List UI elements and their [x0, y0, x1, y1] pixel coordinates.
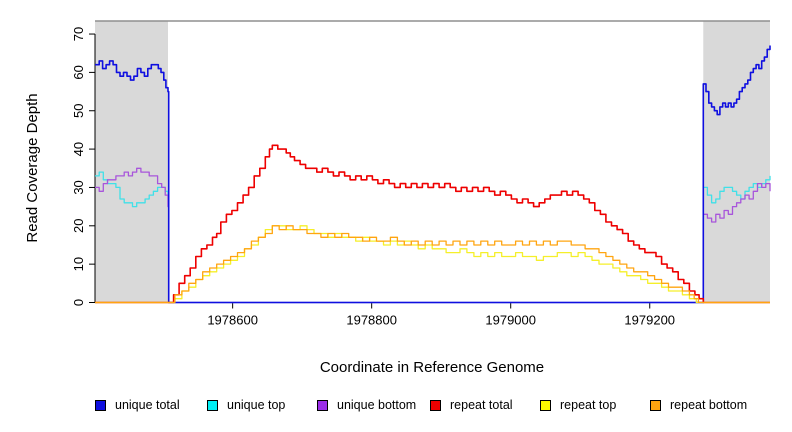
y-tick-label: 40 — [71, 142, 86, 156]
y-axis-title: Read Coverage Depth — [24, 93, 41, 242]
x-axis-title: Coordinate in Reference Genome — [320, 359, 544, 376]
y-tick-label: 20 — [71, 219, 86, 233]
legend-item-unique-top: unique top — [207, 398, 285, 412]
legend: unique total unique top unique bottom repea… — [0, 398, 792, 414]
legend-swatch-icon — [207, 399, 218, 411]
y-tick-label: 60 — [71, 65, 86, 79]
legend-label: repeat top — [560, 398, 617, 412]
legend-label: repeat bottom — [670, 398, 748, 412]
legend-label: unique top — [227, 398, 286, 412]
legend-item-repeat-top: repeat top — [540, 398, 616, 412]
coverage-plot: 1978600 1978800 1979000 1979200 0 10 20 30 40 50 6… — [24, 20, 771, 376]
x-tick-label: 1978600 — [207, 313, 258, 328]
y-tick-label: 50 — [71, 104, 86, 118]
y-tick-label: 0 — [71, 299, 86, 306]
legend-swatch-icon — [95, 399, 106, 411]
legend-item-unique-total: unique total — [95, 398, 180, 412]
legend-label: unique bottom — [337, 398, 417, 412]
y-tick-label: 70 — [71, 27, 86, 41]
shaded-region-2 — [703, 21, 770, 303]
axes: 1978600 1978800 1979000 1979200 0 10 20 30 40 50 6… — [71, 27, 770, 328]
x-tick-label: 1978800 — [346, 313, 397, 328]
legend-swatch-icon — [317, 399, 328, 411]
series-lines — [95, 45, 771, 304]
legend-swatch-icon — [650, 399, 661, 411]
legend-swatch-icon — [540, 399, 551, 411]
legend-item-repeat-bottom: repeat bottom — [650, 398, 747, 412]
x-tick-label: 1979200 — [624, 313, 675, 328]
x-tick-label: 1979000 — [485, 313, 536, 328]
series-line-repeat-bottom — [95, 225, 770, 304]
series-line-repeat-total — [95, 144, 770, 304]
legend-item-repeat-total: repeat total — [430, 398, 513, 412]
y-tick-label: 30 — [71, 180, 86, 194]
legend-swatch-icon — [430, 399, 441, 411]
y-tick-label: 10 — [71, 257, 86, 271]
legend-label: repeat total — [450, 398, 513, 412]
legend-item-unique-bottom: unique bottom — [317, 398, 416, 412]
series-line-unique-total — [95, 45, 771, 304]
shaded-region-1 — [95, 21, 168, 303]
legend-label: unique total — [115, 398, 180, 412]
